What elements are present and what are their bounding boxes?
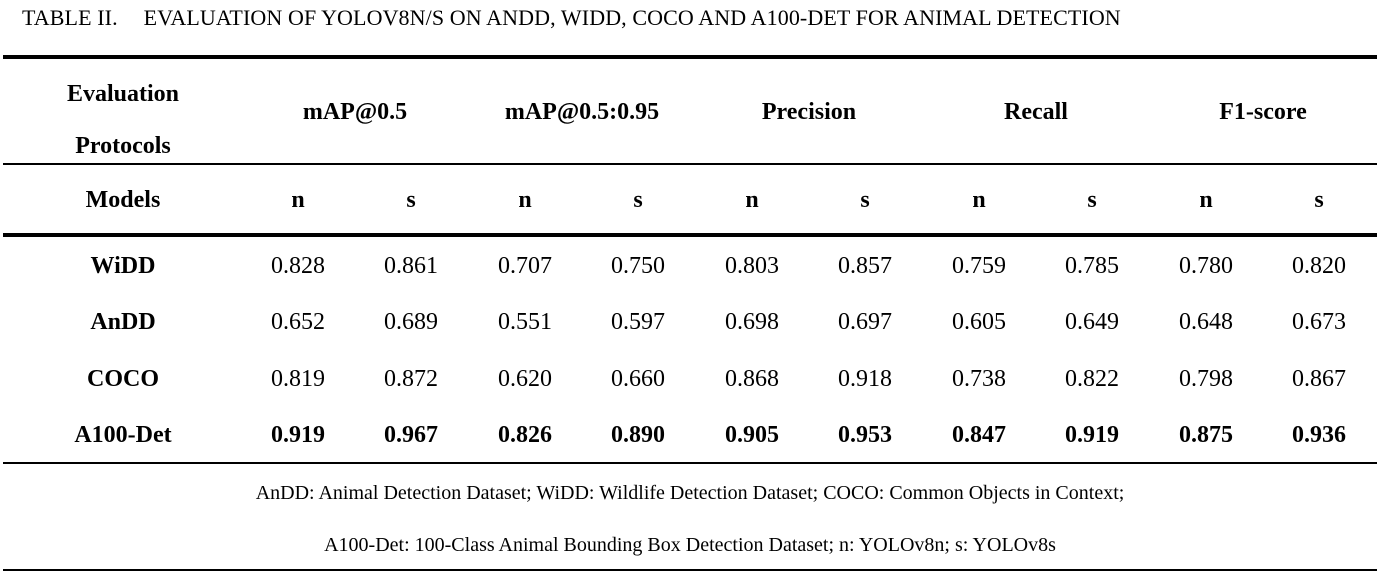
- table-caption: TABLE II. EVALUATION OF YOLOV8N/S ON ANDD…: [22, 2, 1121, 34]
- header-bottom-rule: [3, 233, 1377, 237]
- table-cell-value: 0.648: [1179, 309, 1233, 335]
- header-metric: Precision: [761, 99, 857, 125]
- header-models: Models: [85, 187, 161, 213]
- table-cell-value: 0.953: [838, 422, 892, 448]
- header-model-size: s: [860, 187, 870, 213]
- header-model-size: n: [518, 187, 532, 213]
- header-metric: F1-score: [1219, 99, 1307, 125]
- top-rule: [3, 55, 1377, 59]
- table-cell-value: 0.857: [838, 253, 892, 279]
- table-cell-value: 0.597: [611, 309, 665, 335]
- table-cell-value: 0.803: [725, 253, 779, 279]
- table-title: EVALUATION OF YOLOV8N/S ON ANDD, WIDD, C…: [143, 5, 1121, 30]
- table-cell-value: 0.918: [838, 366, 892, 392]
- table-cell-value: 0.798: [1179, 366, 1233, 392]
- table-cell-value: 0.750: [611, 253, 665, 279]
- row-dataset-name: COCO: [87, 366, 159, 392]
- table-cell-value: 0.551: [498, 309, 552, 335]
- table-cell-value: 0.620: [498, 366, 552, 392]
- header-model-size: n: [745, 187, 759, 213]
- table-cell-value: 0.875: [1179, 422, 1233, 448]
- table-cell-value: 0.919: [1065, 422, 1119, 448]
- header-model-size: s: [406, 187, 416, 213]
- table-cell-value: 0.890: [611, 422, 665, 448]
- table-cell-value: 0.673: [1292, 309, 1346, 335]
- header-model-size: s: [633, 187, 643, 213]
- table-cell-value: 0.872: [384, 366, 438, 392]
- table-cell-value: 0.649: [1065, 309, 1119, 335]
- table-cell-value: 0.828: [271, 253, 325, 279]
- table-cell-value: 0.820: [1292, 253, 1346, 279]
- footnote-line2: A100-Det: 100-Class Animal Bounding Box …: [324, 534, 1056, 556]
- table-cell-value: 0.689: [384, 309, 438, 335]
- header-model-size: s: [1314, 187, 1324, 213]
- bottom-rule: [3, 569, 1377, 571]
- table-number: TABLE II.: [22, 5, 118, 30]
- header-model-size: n: [972, 187, 986, 213]
- table-cell-value: 0.905: [725, 422, 779, 448]
- table-cell-value: 0.868: [725, 366, 779, 392]
- table-cell-value: 0.697: [838, 309, 892, 335]
- table-cell-value: 0.759: [952, 253, 1006, 279]
- body-bottom-rule: [3, 462, 1377, 464]
- table-cell-value: 0.867: [1292, 366, 1346, 392]
- table-cell-value: 0.826: [498, 422, 552, 448]
- row-dataset-name: WiDD: [90, 253, 156, 279]
- table-cell-value: 0.660: [611, 366, 665, 392]
- table-cell-value: 0.605: [952, 309, 1006, 335]
- row-dataset-name: A100-Det: [74, 422, 172, 448]
- table-cell-value: 0.780: [1179, 253, 1233, 279]
- table-cell-value: 0.819: [271, 366, 325, 392]
- table-cell-value: 0.847: [952, 422, 1006, 448]
- header-model-size: n: [1199, 187, 1213, 213]
- table-cell-value: 0.861: [384, 253, 438, 279]
- header-protocol-line1: Evaluation: [66, 81, 180, 107]
- table-cell-value: 0.698: [725, 309, 779, 335]
- header-model-size: n: [291, 187, 305, 213]
- row-dataset-name: AnDD: [90, 309, 156, 335]
- header-metric: Recall: [1004, 99, 1068, 125]
- table-cell-value: 0.652: [271, 309, 325, 335]
- header-model-size: s: [1087, 187, 1097, 213]
- footnote-line1: AnDD: Animal Detection Dataset; WiDD: Wi…: [255, 482, 1125, 504]
- table-cell-value: 0.967: [384, 422, 438, 448]
- table-cell-value: 0.738: [952, 366, 1006, 392]
- table-cell-value: 0.785: [1065, 253, 1119, 279]
- table-cell-value: 0.822: [1065, 366, 1119, 392]
- table-cell-value: 0.936: [1292, 422, 1346, 448]
- header-evaluation-protocols: Evaluation Protocols: [40, 68, 206, 172]
- header-metric: mAP@0.5: [302, 99, 408, 125]
- header-mid-rule: [3, 163, 1377, 165]
- header-metric: mAP@0.5:0.95: [504, 99, 660, 125]
- table-cell-value: 0.707: [498, 253, 552, 279]
- header-protocol-line2: Protocols: [75, 133, 171, 159]
- table-cell-value: 0.919: [271, 422, 325, 448]
